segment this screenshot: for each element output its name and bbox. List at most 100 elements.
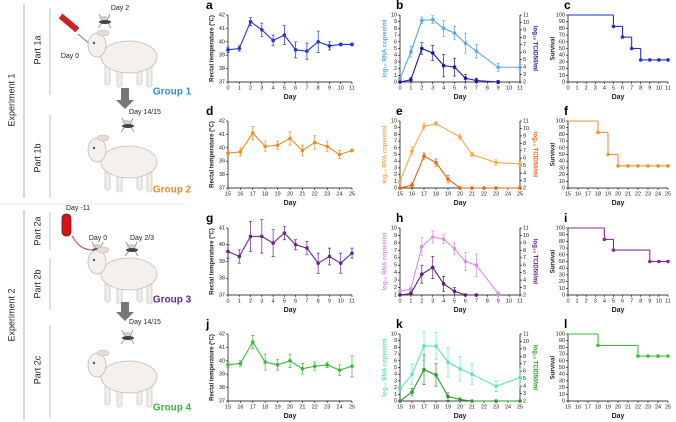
- x-tick-label: 10: [656, 85, 662, 91]
- x-tick-label: 21: [625, 404, 631, 410]
- y-tick-label: 30: [559, 165, 565, 171]
- y2-tick-label: 7: [523, 148, 526, 154]
- data-point: [441, 26, 446, 31]
- x-tick-label: 3: [594, 85, 597, 91]
- panel-letter: b: [396, 0, 403, 12]
- y2-tick-label: 3: [523, 178, 526, 184]
- y-tick-label: 3: [394, 59, 397, 65]
- x-tick-label: 1: [238, 298, 241, 304]
- y-tick-label: 1: [394, 73, 397, 79]
- x-tick-label: 3: [431, 85, 434, 91]
- x-tick-label: 15: [225, 191, 231, 197]
- y-tick-label: 9: [394, 338, 397, 344]
- x-tick-label: 2: [249, 298, 252, 304]
- data-point: [596, 130, 600, 135]
- syringe-icon: [58, 13, 93, 47]
- data-point: [441, 237, 446, 241]
- panel-letter: c: [564, 0, 571, 12]
- y-tick-label: 60: [559, 358, 565, 364]
- y-tick-label: 8: [394, 26, 397, 32]
- y-tick-label: 37: [219, 398, 225, 404]
- y-tick-label: 2: [394, 66, 397, 72]
- y2-tick-label: 8: [523, 35, 526, 41]
- x-tick-label: 10: [506, 85, 512, 91]
- data-point: [470, 372, 474, 377]
- data-point: [666, 259, 670, 264]
- y-tick-label: 80: [559, 132, 565, 138]
- y-axis-label: Rectal temperature (°C): [210, 121, 216, 188]
- y-tick-label: 0: [394, 185, 397, 191]
- y-tick-label: 10: [391, 12, 397, 18]
- x-tick-label: 21: [469, 404, 475, 410]
- y-tick-label: 4: [394, 53, 397, 59]
- y2-tick-label: 9: [523, 133, 526, 139]
- group-label: Group 4: [153, 403, 192, 414]
- y-tick-label: 8: [394, 240, 397, 246]
- panel-letter: a: [206, 0, 213, 12]
- y-axis-label: Survival: [551, 143, 557, 167]
- x-tick-label: 3: [594, 298, 597, 304]
- data-point: [282, 231, 287, 235]
- data-point: [237, 254, 242, 259]
- x-tick-label: 0: [398, 85, 401, 91]
- x-tick-label: 6: [464, 298, 467, 304]
- x-tick-label: 16: [237, 404, 243, 410]
- y-axis-label: log₁₀ RNA copies/ml: [383, 125, 389, 183]
- data-point: [666, 164, 670, 168]
- x-tick-label: 21: [469, 191, 475, 197]
- x-tick-label: 5: [453, 85, 456, 91]
- y-tick-label: 39: [219, 159, 225, 165]
- data-point: [398, 399, 402, 403]
- y2-tick-label: 8: [523, 141, 526, 147]
- data-point: [666, 354, 670, 358]
- x-tick-label: 7: [475, 298, 478, 304]
- y-tick-label: 60: [559, 145, 565, 151]
- x-tick-label: 25: [349, 404, 355, 410]
- data-point: [648, 259, 652, 264]
- x-axis-label: Day: [454, 94, 467, 101]
- x-tick-label: 0: [566, 298, 569, 304]
- data-point: [398, 179, 402, 184]
- y2-tick-label: 3: [523, 72, 526, 78]
- y-tick-label: 40: [219, 358, 225, 364]
- data-point: [458, 367, 462, 371]
- data-point: [638, 58, 643, 62]
- y-tick-label: 6: [394, 39, 397, 45]
- x-tick-label: 8: [317, 298, 320, 304]
- data-point: [420, 18, 424, 23]
- y-tick-label: 2: [394, 285, 397, 291]
- x-tick-label: 20: [287, 191, 293, 197]
- data-point: [409, 291, 413, 296]
- x-tick-label: 5: [453, 298, 456, 304]
- x-tick-label: 18: [262, 404, 268, 410]
- x-tick-label: 17: [250, 191, 256, 197]
- panel-letter: g: [206, 211, 213, 225]
- data-point: [293, 48, 298, 52]
- data-point: [350, 251, 354, 255]
- x-tick-label: 1: [576, 85, 579, 91]
- x-tick-label: 16: [409, 404, 415, 410]
- y-tick-label: 90: [559, 19, 565, 25]
- y-tick-label: 40: [559, 266, 565, 272]
- panel-letter: i: [564, 211, 567, 225]
- x-tick-label: 17: [250, 404, 256, 410]
- sheep-icon: [87, 349, 158, 408]
- y2-tick-label: 5: [523, 376, 526, 382]
- day-label: Day 14/15: [129, 319, 161, 326]
- panel-letter: l: [564, 317, 567, 331]
- data-point: [288, 359, 292, 363]
- x-tick-label: 10: [338, 298, 344, 304]
- data-point: [350, 364, 354, 368]
- data-point: [518, 162, 522, 166]
- data-point: [300, 148, 305, 153]
- x-tick-label: 19: [445, 191, 451, 197]
- x-tick-label: 2: [585, 298, 588, 304]
- mosquito-icon: [120, 329, 135, 345]
- data-point: [251, 340, 255, 344]
- x-axis-label: Day: [454, 307, 467, 314]
- y-tick-label: 90: [559, 232, 565, 238]
- x-tick-label: 20: [615, 191, 621, 197]
- x-tick-label: 15: [397, 191, 403, 197]
- y-tick-label: 100: [556, 12, 565, 18]
- y2-tick-label: 3: [523, 391, 526, 397]
